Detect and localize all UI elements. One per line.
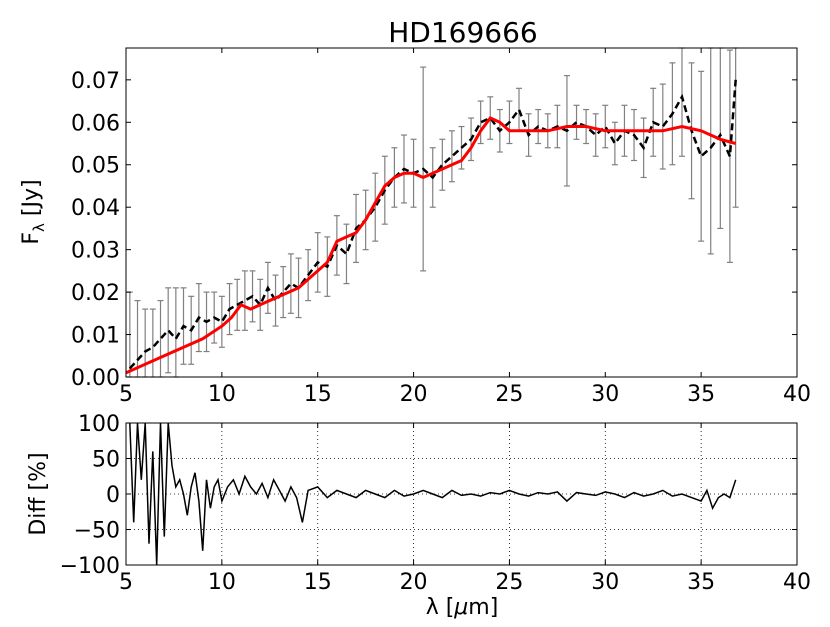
residual-x-axis-label: λ [μm] [426,595,499,620]
spectrum-marks [125,47,739,378]
x-axis-label-part-1: λ [ [426,595,455,620]
x-tick-label: 5 [119,382,133,407]
y-tick-label: 0 [106,483,120,508]
x-tick-label: 20 [400,382,428,407]
y-tick-label: 50 [92,448,120,473]
residual-marks [129,422,737,566]
x-tick-label: 40 [783,382,811,407]
x-tick-label: 10 [208,570,236,595]
y-tick-label: 100 [78,412,120,437]
spectrum-panel: 5 10 15 20 25 30 35 40 0.00 0.01 0.02 0.03 0.04 0.05 0… [19,47,811,407]
y-tick-label: 0.02 [71,281,120,306]
x-tick-label: 15 [304,570,332,595]
x-tick-label: 5 [119,570,133,595]
y-tick-label: 0.07 [71,69,120,94]
x-axis-label-part-2: μ [453,595,468,620]
spectrum-frame [125,47,798,378]
x-tick-label: 40 [783,570,811,595]
y-tick-label: 0.05 [71,154,120,179]
x-tick-label: 20 [400,570,428,595]
x-tick-label: 10 [208,382,236,407]
x-tick-label: 30 [591,382,619,407]
x-tick-label: 35 [687,570,715,595]
x-axis-label-part-3: m] [468,595,498,620]
spectrum-y-axis-label-unit: [Jy] [19,179,44,223]
spectrum-ticks: 5 10 15 20 25 30 35 40 0.00 0.01 0.02 0.03 0.04 0.05 0… [71,48,811,407]
residual-y-axis-label: Diff [%] [26,452,51,535]
spectrum-y-axis-label-main: F [19,232,44,245]
x-tick-label: 35 [687,382,715,407]
model-series-line [125,116,737,375]
x-tick-label: 25 [495,570,523,595]
residual-plot-area [126,423,797,565]
y-tick-label: −50 [74,519,120,544]
residual-ticks: 5 10 15 20 25 30 35 40 −100 −50 0 50 100 [60,412,811,595]
spectrum-y-axis-label-sub: λ [30,223,48,232]
x-tick-label: 25 [495,382,523,407]
x-tick-label: 30 [591,570,619,595]
spectrum-plot-area [126,48,797,377]
y-tick-label: 0.03 [71,239,120,264]
residual-panel: 5 10 15 20 25 30 35 40 −100 −50 0 50 100 Diff [%] λ … [26,412,811,620]
spectrum-y-axis-label: Fλ [Jy] [19,179,48,244]
x-tick-label: 15 [304,382,332,407]
y-tick-label: 0.04 [71,196,120,221]
y-tick-label: 0.00 [71,366,120,391]
y-tick-label: 0.06 [71,111,120,136]
chart-title: HD169666 [388,16,538,49]
residual-series-line [129,422,737,566]
y-tick-label: −100 [60,554,120,579]
y-tick-label: 0.01 [71,324,120,349]
